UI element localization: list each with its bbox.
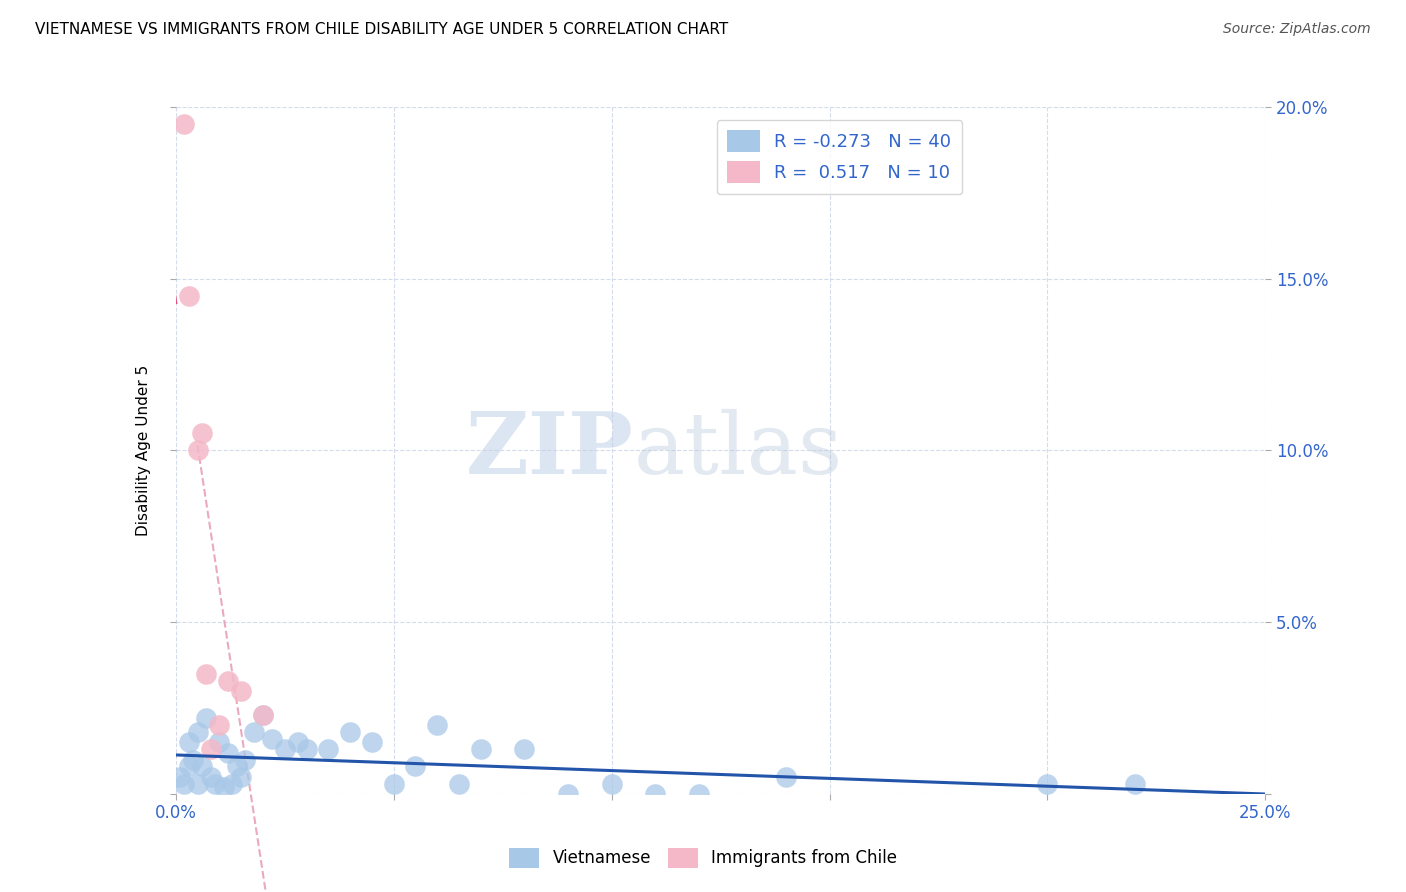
Point: [382, 776, 405, 790]
Point: [169, 770, 191, 784]
Point: [513, 742, 536, 756]
Text: Source: ZipAtlas.com: Source: ZipAtlas.com: [1223, 22, 1371, 37]
Point: [1036, 776, 1059, 790]
Point: [470, 742, 492, 756]
Point: [181, 753, 204, 767]
Point: [204, 776, 226, 790]
Point: [600, 776, 623, 790]
Point: [295, 742, 318, 756]
Point: [557, 787, 579, 801]
Point: [644, 787, 666, 801]
Legend: Vietnamese, Immigrants from Chile: Vietnamese, Immigrants from Chile: [502, 841, 904, 875]
Point: [186, 443, 209, 458]
Point: [339, 725, 361, 739]
Point: [235, 753, 257, 767]
Point: [260, 731, 283, 746]
Point: [775, 770, 797, 784]
Y-axis label: Disability Age Under 5: Disability Age Under 5: [136, 365, 152, 536]
Point: [231, 683, 253, 698]
Point: [186, 776, 209, 790]
Point: [191, 426, 214, 441]
Point: [318, 742, 340, 756]
Point: [225, 759, 247, 773]
Text: atlas: atlas: [633, 409, 842, 492]
Point: [195, 666, 218, 681]
Point: [688, 787, 710, 801]
Point: [208, 718, 231, 732]
Point: [177, 289, 200, 303]
Point: [221, 776, 243, 790]
Point: [177, 759, 200, 773]
Point: [208, 735, 231, 749]
Point: [177, 735, 200, 749]
Text: ZIP: ZIP: [465, 409, 633, 492]
Point: [1123, 776, 1146, 790]
Point: [195, 711, 218, 725]
Legend: R = -0.273   N = 40, R =  0.517   N = 10: R = -0.273 N = 40, R = 0.517 N = 10: [717, 120, 962, 194]
Point: [200, 770, 222, 784]
Text: VIETNAMESE VS IMMIGRANTS FROM CHILE DISABILITY AGE UNDER 5 CORRELATION CHART: VIETNAMESE VS IMMIGRANTS FROM CHILE DISA…: [35, 22, 728, 37]
Point: [186, 725, 209, 739]
Point: [191, 759, 214, 773]
Point: [231, 770, 253, 784]
Point: [287, 735, 309, 749]
Point: [173, 776, 195, 790]
Point: [274, 742, 297, 756]
Point: [217, 673, 239, 688]
Point: [243, 725, 266, 739]
Point: [217, 746, 239, 760]
Point: [200, 742, 222, 756]
Point: [173, 117, 195, 131]
Point: [426, 718, 449, 732]
Point: [252, 707, 274, 722]
Point: [447, 776, 470, 790]
Point: [360, 735, 382, 749]
Point: [405, 759, 427, 773]
Point: [252, 707, 274, 722]
Point: [212, 780, 235, 794]
